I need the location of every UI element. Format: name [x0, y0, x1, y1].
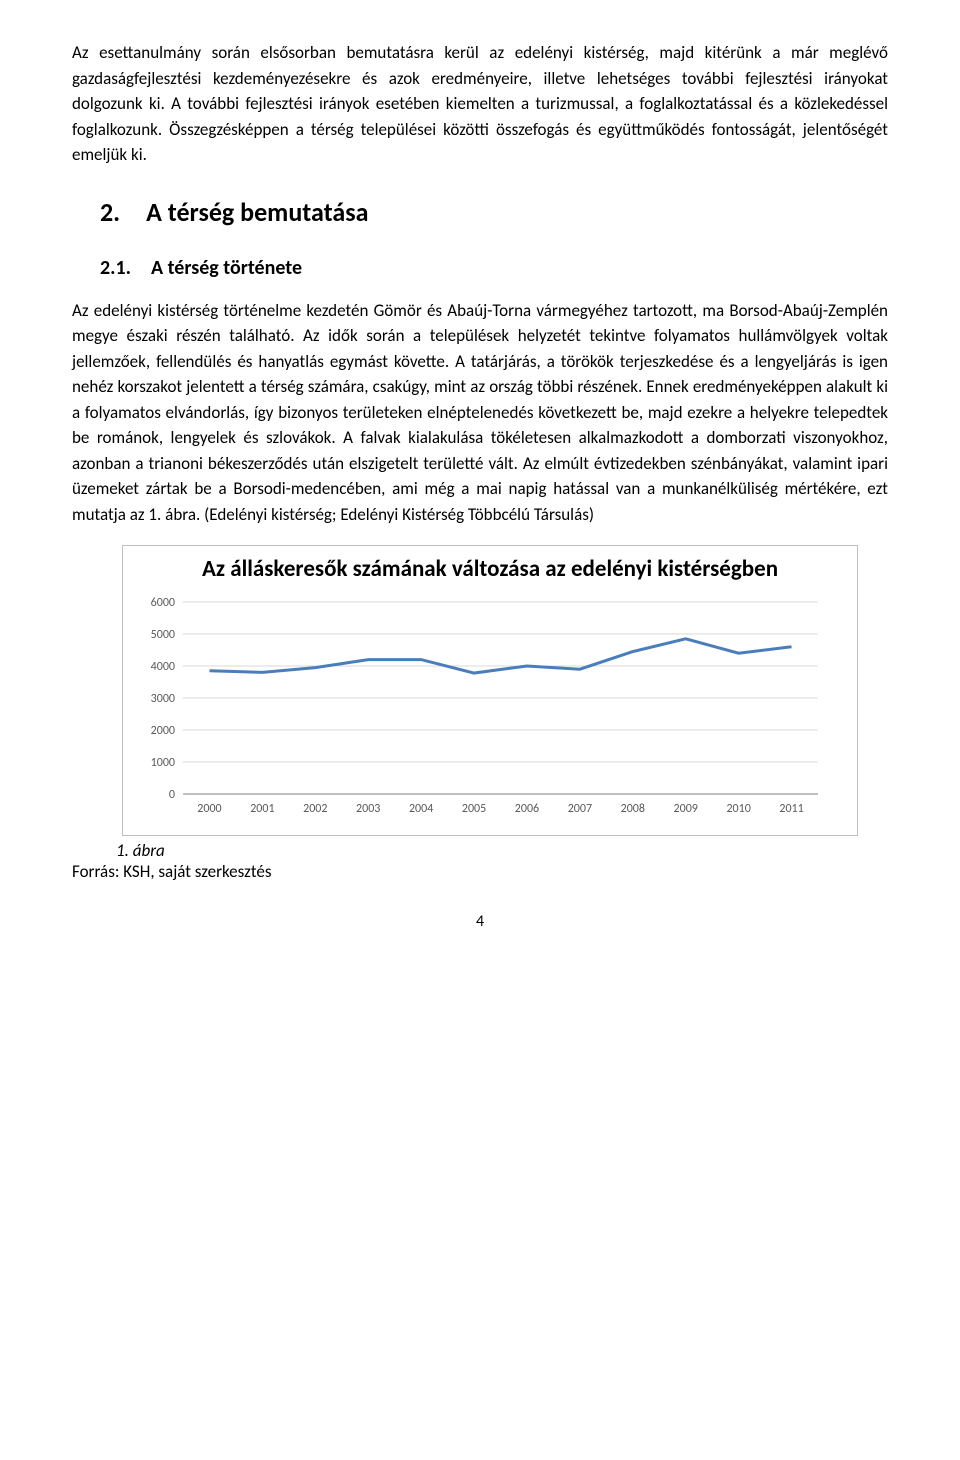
chart-container: Az álláskeresők számának változása az ed…	[122, 545, 858, 836]
chart-title: Az álláskeresők számának változása az ed…	[133, 556, 847, 584]
page-number: 4	[72, 912, 888, 931]
svg-text:2002: 2002	[303, 802, 327, 816]
svg-text:6000: 6000	[151, 596, 175, 610]
heading-level-2: 2.1. A térség története	[100, 256, 888, 280]
svg-text:2001: 2001	[250, 802, 274, 816]
svg-text:1000: 1000	[151, 756, 175, 770]
svg-text:2000: 2000	[151, 724, 175, 738]
svg-text:0: 0	[169, 788, 175, 802]
heading-level-1: 2. A térség bemutatása	[100, 196, 888, 228]
svg-text:2008: 2008	[621, 802, 645, 816]
body-paragraph: Az edelényi kistérség történelme kezdeté…	[72, 298, 888, 528]
svg-text:2006: 2006	[515, 802, 539, 816]
page: Az esettanulmány során elsősorban bemuta…	[0, 0, 960, 961]
svg-text:2003: 2003	[356, 802, 380, 816]
svg-text:2007: 2007	[568, 802, 592, 816]
svg-text:2000: 2000	[197, 802, 221, 816]
svg-text:3000: 3000	[151, 692, 175, 706]
svg-text:2011: 2011	[779, 802, 803, 816]
svg-text:2004: 2004	[409, 802, 433, 816]
figure-label: 1. ábra	[116, 840, 888, 861]
body-paragraph: Az esettanulmány során elsősorban bemuta…	[72, 40, 888, 168]
svg-text:2005: 2005	[462, 802, 486, 816]
svg-text:2010: 2010	[726, 802, 750, 816]
svg-text:2009: 2009	[674, 802, 698, 816]
line-chart: 0 1000 2000 3000 4000 5000 6000 2000 2001 2002 200…	[133, 594, 833, 824]
figure-source: Forrás: KSH, saját szerkesztés	[72, 861, 888, 882]
svg-text:5000: 5000	[151, 628, 175, 642]
svg-text:4000: 4000	[151, 660, 175, 674]
